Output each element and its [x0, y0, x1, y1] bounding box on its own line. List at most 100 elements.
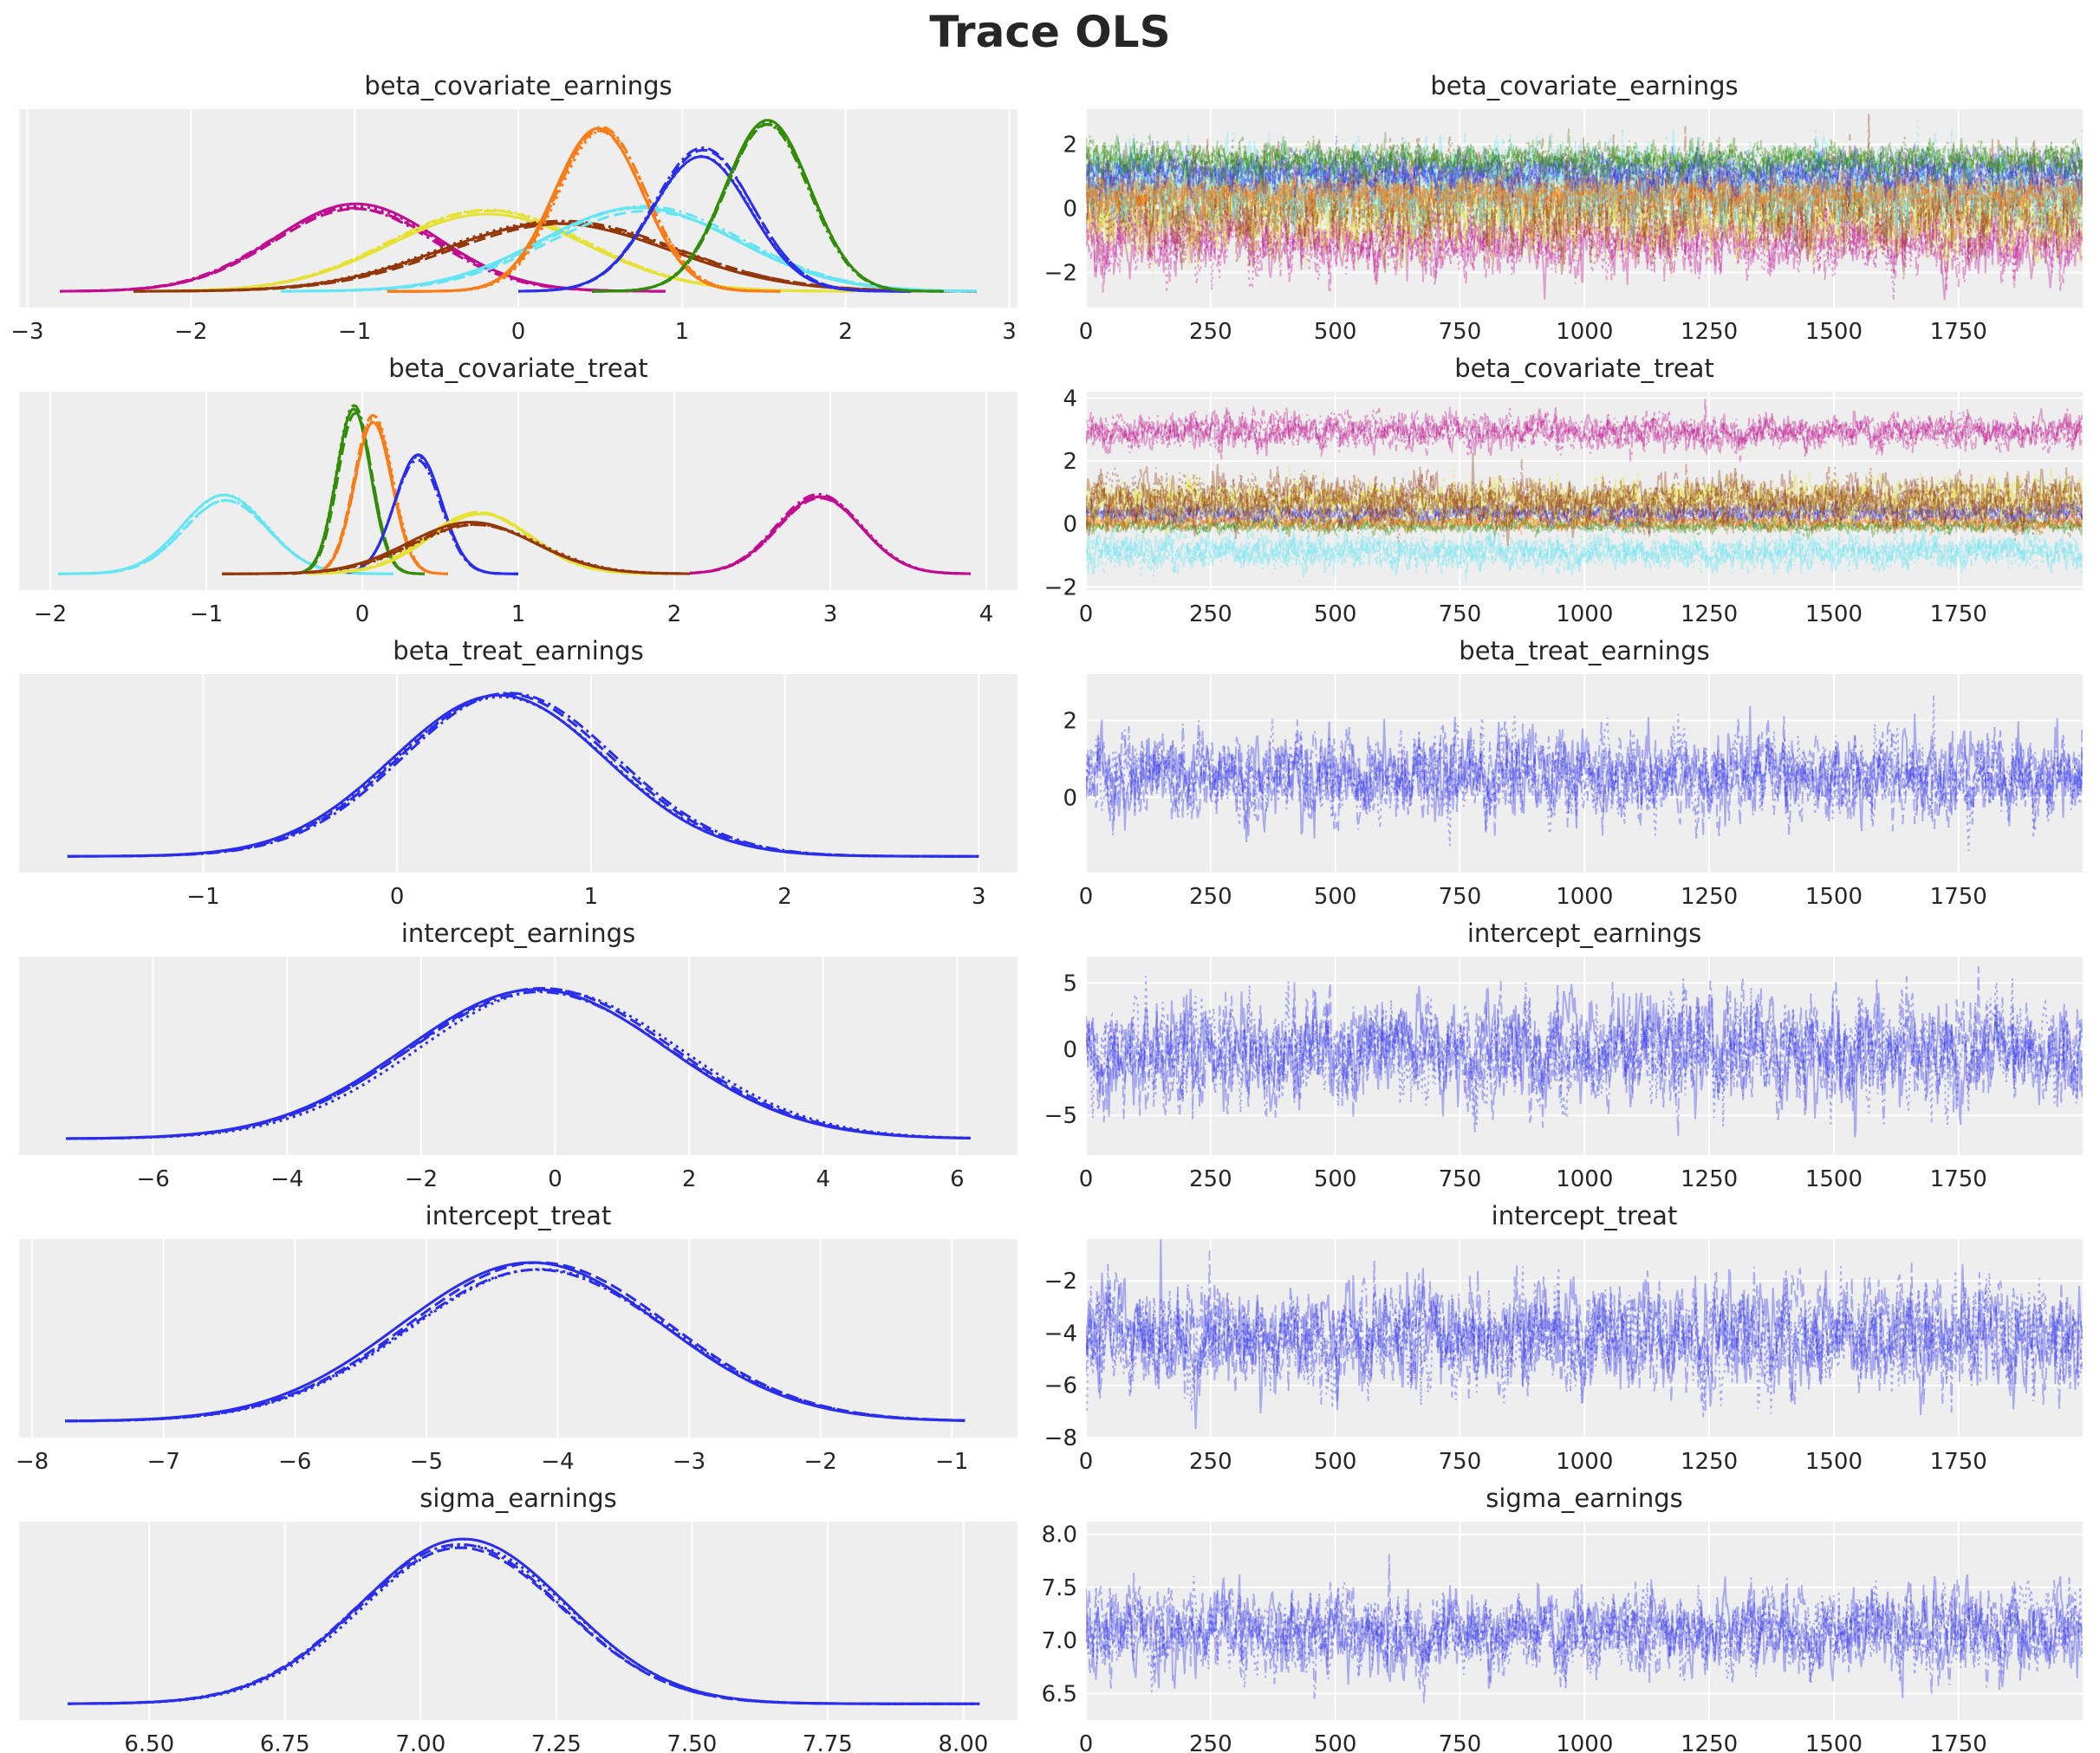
x-tick-label: 0: [355, 601, 370, 627]
trace-line-chain-0: [1086, 140, 2083, 201]
trace-line-chain-1: [1086, 1554, 2083, 1704]
trace-line-chain-3: [1086, 494, 2083, 530]
trace-line-chain-2: [1086, 510, 2083, 536]
x-tick-label: 4: [979, 601, 994, 627]
x-tick-label: 3: [972, 884, 986, 910]
x-tick-label: 3: [1002, 319, 1017, 345]
trace-line-chain-2: [1086, 406, 2083, 458]
x-tick-label: −2: [174, 319, 207, 345]
kde-line-chain-3: [308, 511, 660, 575]
trace-line-chain-1: [1086, 497, 2083, 529]
x-tick-label: −1: [186, 884, 219, 910]
x-tick-label: 250: [1189, 1731, 1232, 1753]
x-tick-label: 1750: [1930, 601, 1987, 627]
trace-line-chain-3: [1086, 510, 2083, 536]
x-tick-label: 8.00: [938, 1731, 988, 1753]
trace-plot: 0 250 500 750 1000 1250 1500 1750 0 2 beta_treat_e…: [1063, 636, 2083, 910]
y-tick-label: −2: [1044, 260, 1077, 286]
trace-line-chain-2: [1086, 523, 2083, 578]
kde-line-chain-2: [322, 414, 448, 575]
y-tick-label: 2: [1063, 133, 1077, 159]
x-tick-label: 1500: [1805, 319, 1863, 345]
trace-line-chain-3: [1086, 129, 2083, 240]
trace-line-chain-2: [1086, 192, 2083, 301]
kde-line-chain-3: [65, 1268, 965, 1423]
trace-line-chain-3: [1086, 459, 2083, 537]
y-tick-label: 0: [1063, 512, 1077, 538]
figure-title: Trace OLS: [929, 7, 1171, 57]
plot-background: [19, 957, 1017, 1155]
trace-lines: [1086, 694, 2083, 852]
kde-line-chain-3: [591, 123, 944, 293]
y-tick-label: 2: [1063, 449, 1077, 475]
plot-background: [19, 1239, 1017, 1438]
x-tick-label: 1250: [1681, 1166, 1738, 1192]
x-tick-label: 1: [584, 884, 599, 910]
x-tick-label: −3: [10, 319, 43, 345]
trace-line-chain-3: [1086, 168, 2083, 220]
trace-line-chain-2: [1086, 694, 2083, 852]
trace-lines: [1086, 966, 2083, 1138]
kde-line-chain-3: [292, 404, 426, 575]
trace-line-chain-0: [1086, 472, 2083, 529]
kde-line-chain-3: [281, 205, 977, 293]
kde-line-chain-3: [133, 209, 855, 293]
y-tick-label: 5: [1063, 971, 1077, 997]
x-tick-label: 6.50: [124, 1731, 174, 1753]
trace-title: beta_covariate_treat: [1454, 354, 1714, 383]
x-tick-label: 750: [1439, 601, 1482, 627]
x-tick-label: 1000: [1556, 1731, 1613, 1753]
x-tick-label: 1250: [1681, 1731, 1738, 1753]
x-tick-label: 2: [838, 319, 853, 345]
trace-line-chain-1: [1086, 507, 2083, 536]
trace-line-chain-2: [1086, 514, 2083, 539]
x-tick-label: 500: [1314, 319, 1357, 345]
x-tick-label: 250: [1189, 601, 1232, 627]
x-tick-label: 0: [1079, 1731, 1094, 1753]
trace-line-chain-3: [1086, 197, 2083, 294]
kde-line-chain-2: [346, 455, 518, 575]
x-tick-label: −8: [16, 1449, 49, 1475]
trace-plot: 0 250 500 750 1000 1250 1500 1750 −2 0 2 beta_covar…: [1044, 71, 2083, 345]
trace-line-chain-3: [1086, 467, 2083, 536]
x-tick-label: −6: [278, 1449, 311, 1475]
trace-line-chain-3: [1086, 408, 2083, 464]
x-tick-label: −2: [34, 601, 67, 627]
trace-line-chain-3: [1086, 527, 2083, 577]
y-tick-label: −2: [1044, 575, 1077, 601]
kde-line-chain-3: [67, 691, 979, 858]
trace-line-chain-0: [1086, 165, 2083, 221]
kde-line-chain-2: [281, 206, 977, 293]
x-tick-label: 0: [1079, 1166, 1094, 1192]
y-tick-label: 7.0: [1042, 1628, 1077, 1654]
x-tick-label: −2: [803, 1449, 836, 1475]
x-tick-label: 1750: [1930, 1731, 1987, 1753]
trace-line-chain-3: [1086, 146, 2083, 202]
x-tick-label: 750: [1439, 1449, 1482, 1475]
y-tick-label: 0: [1063, 197, 1077, 223]
x-tick-label: 750: [1439, 319, 1482, 345]
kde-title: sigma_earnings: [419, 1484, 616, 1513]
x-tick-label: 1250: [1681, 884, 1738, 910]
y-tick-label: 0: [1063, 1037, 1077, 1063]
x-tick-label: 1: [511, 601, 526, 627]
trace-line-chain-2: [1086, 467, 2083, 543]
x-tick-label: 7.00: [395, 1731, 445, 1753]
x-tick-label: −2: [405, 1166, 438, 1192]
x-tick-label: 1250: [1681, 601, 1738, 627]
row-beta_covariate_treat: −2 −1 0 1 2 3 4 beta_covariate_treat 0 250 500 750 1…: [19, 354, 2083, 627]
x-tick-label: 1500: [1805, 1731, 1863, 1753]
kde-plot: −1 0 1 2 3 beta_treat_earnings: [19, 636, 1017, 910]
trace-line-chain-1: [1086, 193, 2083, 293]
kde-line-chain-2: [67, 695, 979, 858]
trace-line-chain-2: [1086, 976, 2083, 1126]
trace-line-chain-0: [1086, 511, 2083, 542]
x-tick-label: 0: [1079, 319, 1094, 345]
x-tick-label: 2: [777, 884, 792, 910]
trace-line-chain-1: [1086, 966, 2083, 1133]
trace-line-chain-1: [1086, 159, 2083, 224]
trace-line-chain-0: [1086, 527, 2083, 578]
x-tick-label: 7.75: [803, 1731, 853, 1753]
trace-line-chain-1: [1086, 512, 2083, 540]
x-tick-label: −5: [410, 1449, 443, 1475]
